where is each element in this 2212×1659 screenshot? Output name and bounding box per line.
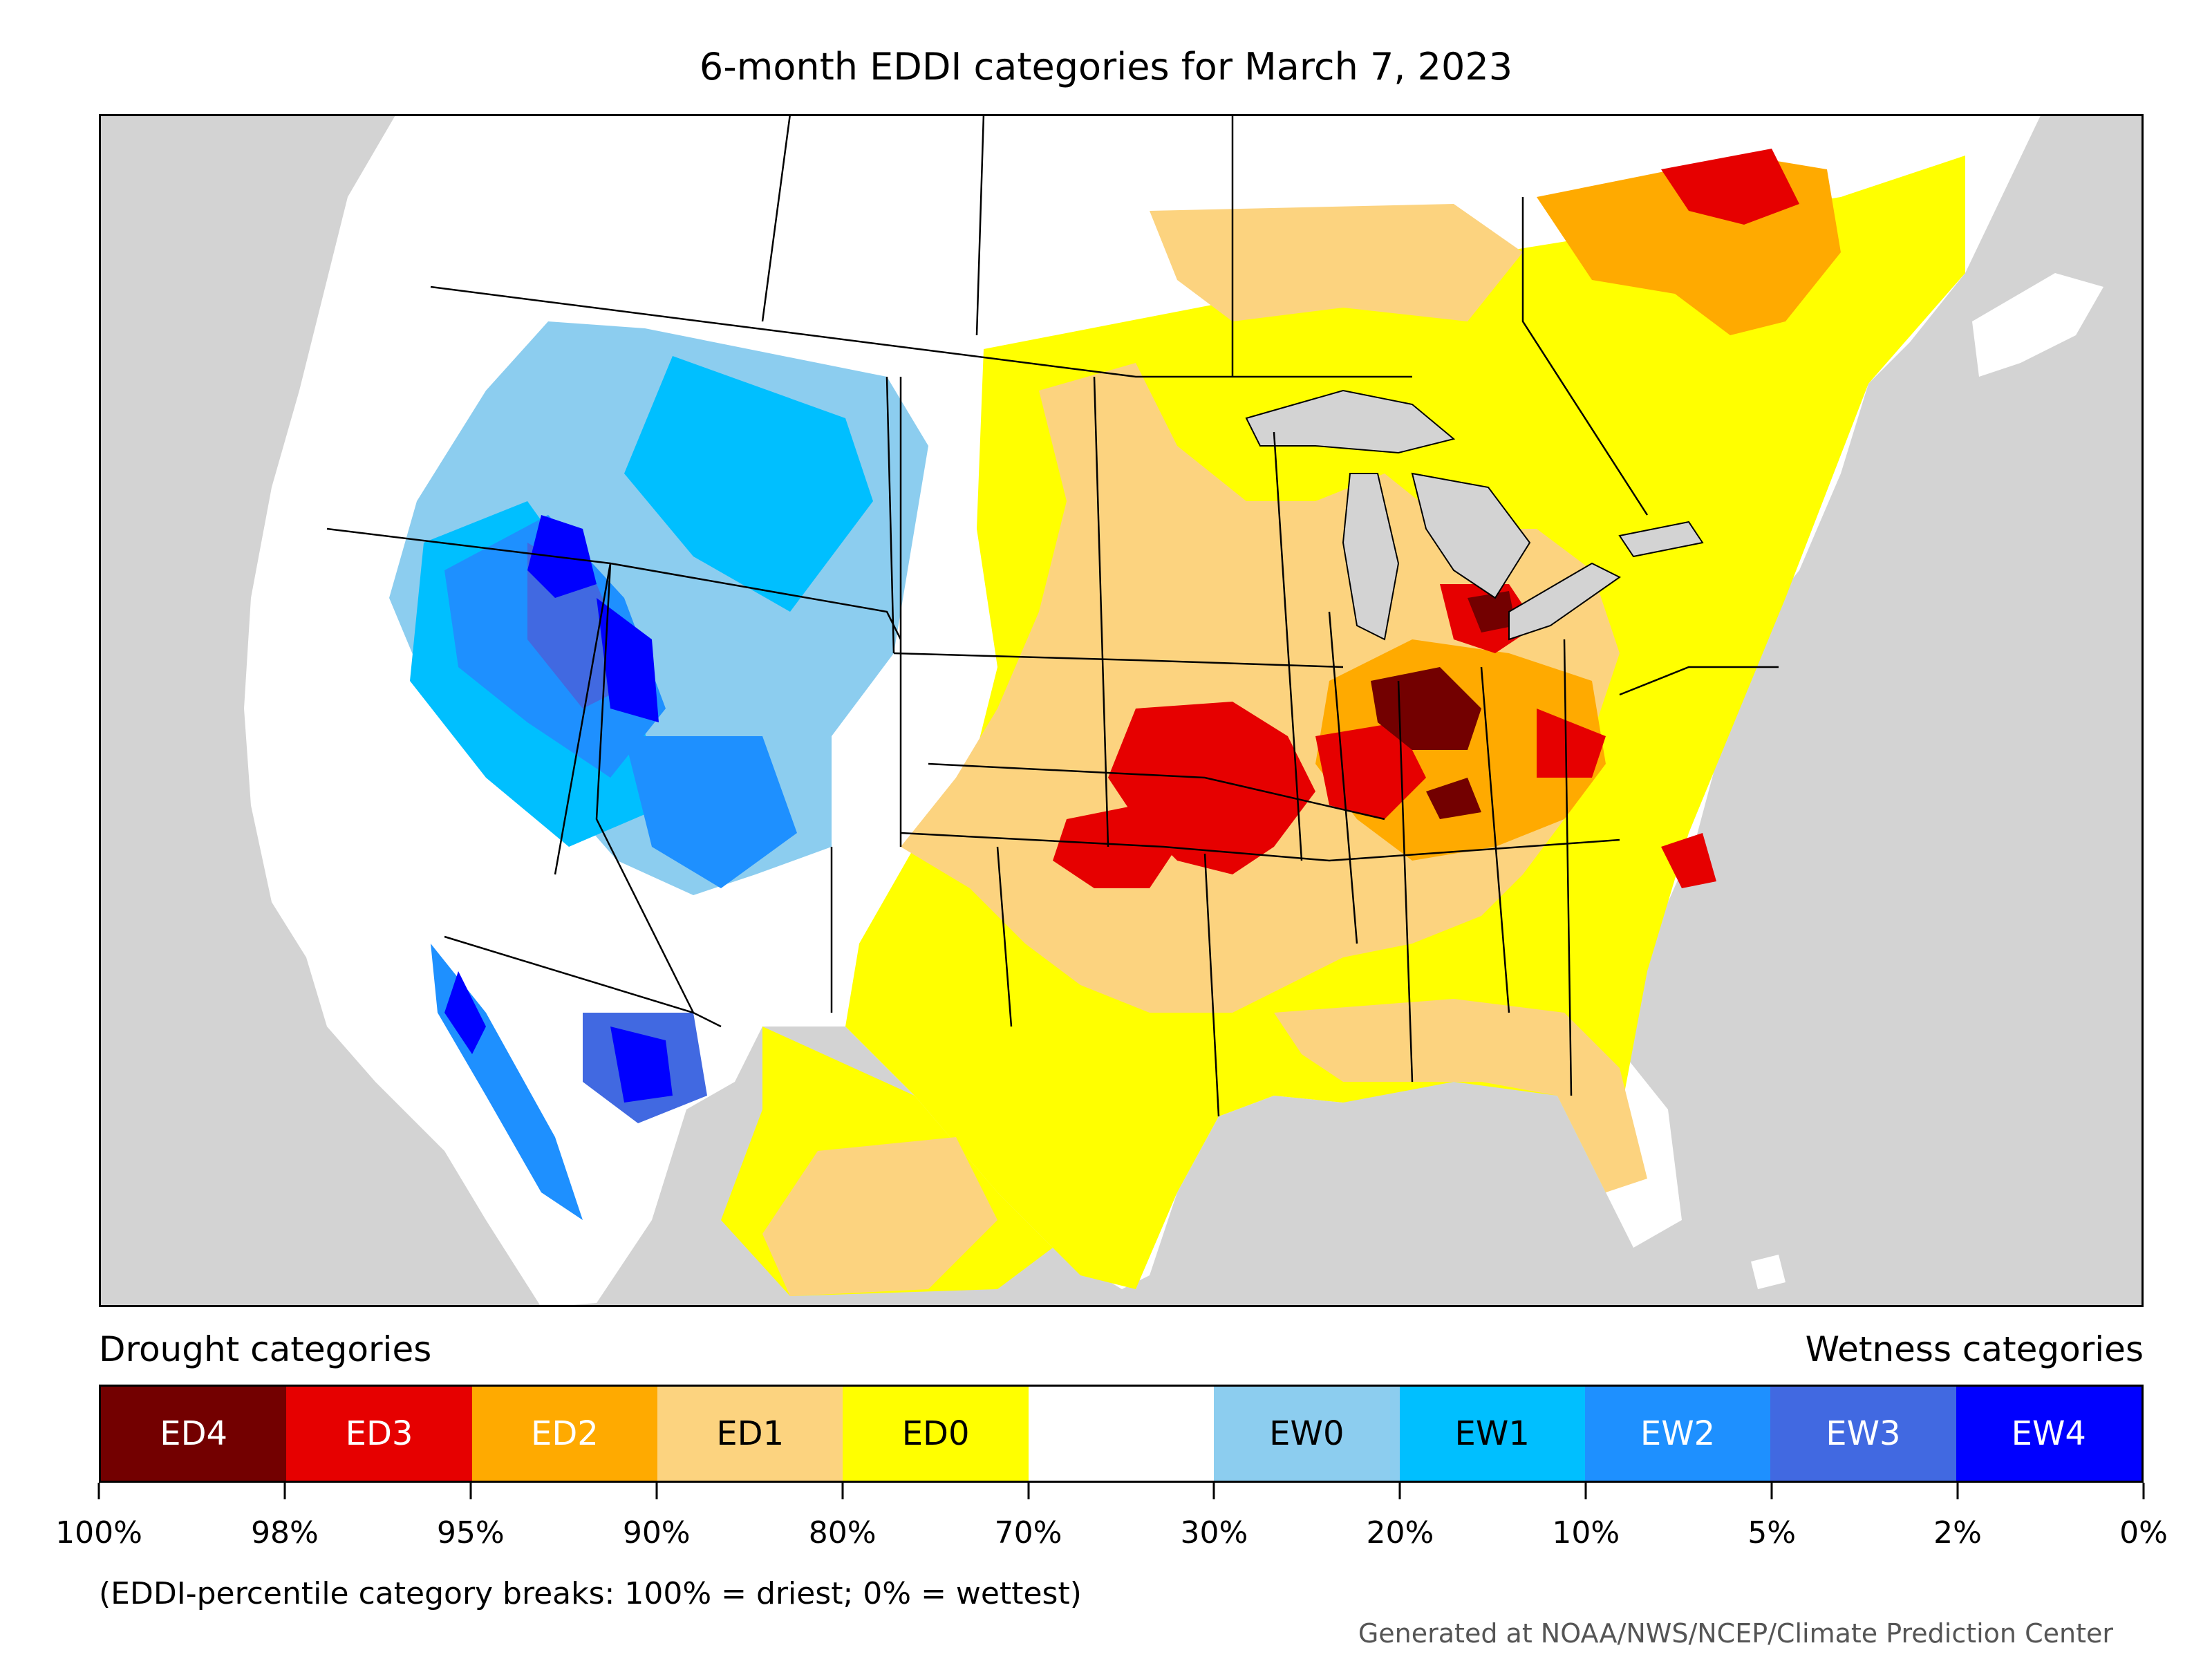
category-swatch-ed2: ED2 — [471, 1387, 658, 1481]
colorbar-tick — [2142, 1483, 2145, 1499]
colorbar-tick-label: 5% — [1747, 1515, 1797, 1550]
category-swatch-ew0: EW0 — [1214, 1387, 1400, 1481]
colorbar-tick — [1770, 1483, 1773, 1499]
colorbar-tick-label: 30% — [1180, 1515, 1248, 1550]
colorbar-tick — [469, 1483, 472, 1499]
colorbar-tick — [1027, 1483, 1030, 1499]
colorbar-tick — [1584, 1483, 1587, 1499]
colorbar-tick-label: 95% — [436, 1515, 505, 1550]
map-frame — [99, 114, 2144, 1307]
category-swatch-ed4: ED4 — [101, 1387, 287, 1481]
category-swatch-ed1: ED1 — [657, 1387, 843, 1481]
colorbar-tick — [841, 1483, 844, 1499]
boundaries — [326, 114, 1779, 1117]
category-colorbar: ED4 ED3 ED2 ED1 ED0 EW0 EW1 EW2 EW3 EW4 — [99, 1385, 2144, 1483]
wetness-areas — [389, 321, 928, 1220]
wetness-categories-heading: Wetness categories — [1805, 1329, 2144, 1369]
category-swatch-ed0: ED0 — [843, 1387, 1029, 1481]
category-swatch-normal — [1028, 1387, 1215, 1481]
colorbar-tick-label: 98% — [251, 1515, 319, 1550]
colorbar-tick-label: 80% — [808, 1515, 877, 1550]
colorbar-tick — [1956, 1483, 1959, 1499]
category-swatch-ew3: EW3 — [1770, 1387, 1956, 1481]
colorbar-tick — [655, 1483, 658, 1499]
great-lakes — [1245, 389, 1704, 641]
drought-categories-heading: Drought categories — [99, 1329, 432, 1369]
colorbar-tick — [283, 1483, 286, 1499]
category-swatch-ew4: EW4 — [1956, 1387, 2141, 1481]
colorbar-tick-label: 70% — [994, 1515, 1062, 1550]
colorbar-tick — [97, 1483, 100, 1499]
category-swatch-ew2: EW2 — [1584, 1387, 1771, 1481]
colorbar-tick-label: 100% — [55, 1515, 142, 1550]
credit-line: Generated at NOAA/NWS/NCEP/Climate Predi… — [1358, 1618, 2113, 1649]
colorbar-tick-label: 2% — [1933, 1515, 1982, 1550]
colorbar-tick — [1212, 1483, 1215, 1499]
colorbar-tick — [1398, 1483, 1401, 1499]
colorbar-ticks — [97, 1483, 2145, 1503]
category-swatch-ed3: ED3 — [286, 1387, 472, 1481]
map-title: 6-month EDDI categories for March 7, 202… — [699, 45, 1513, 88]
category-breaks-note: (EDDI-percentile category breaks: 100% =… — [99, 1576, 1082, 1611]
colorbar-tick-label: 90% — [622, 1515, 691, 1550]
colorbar-tick-label: 0% — [2119, 1515, 2168, 1550]
colorbar-tick-label: 20% — [1366, 1515, 1434, 1550]
eddi-map — [99, 114, 2144, 1307]
colorbar-tick-label: 10% — [1552, 1515, 1620, 1550]
category-swatch-ew1: EW1 — [1399, 1387, 1585, 1481]
